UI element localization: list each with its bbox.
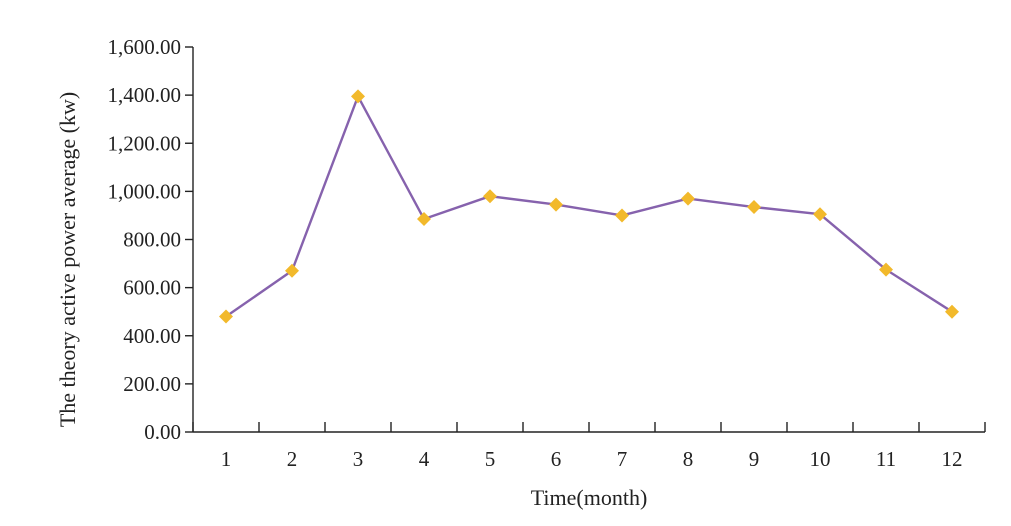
data-point: [681, 191, 695, 206]
y-tick-label: 200.00: [123, 372, 181, 396]
data-point: [747, 200, 761, 215]
x-tick-label: 7: [617, 447, 628, 471]
data-point: [219, 309, 233, 324]
x-axis: 1 2 3 4 5 6 7 8 9 10 11 12: [192, 422, 986, 471]
data-point: [879, 262, 893, 277]
x-tick-label: 9: [749, 447, 760, 471]
y-tick-label: 0.00: [144, 420, 181, 444]
y-tick-label: 1,600.00: [108, 35, 182, 59]
x-tick-label: 6: [551, 447, 562, 471]
y-axis: 0.00 200.00 400.00 600.00 800.00 1,000.00 1,20…: [108, 35, 194, 444]
y-tick-label: 800.00: [123, 228, 181, 252]
x-tick-label: 10: [810, 447, 831, 471]
y-tick-label: 600.00: [123, 276, 181, 300]
x-tick-label: 4: [419, 447, 430, 471]
data-point: [285, 263, 299, 278]
data-point: [351, 89, 365, 104]
x-tick-label: 8: [683, 447, 694, 471]
y-axis-title: The theory active power average (kw): [55, 92, 80, 427]
x-tick-label: 12: [942, 447, 963, 471]
x-tick-label: 3: [353, 447, 364, 471]
x-tick-label: 1: [221, 447, 232, 471]
x-tick-label: 2: [287, 447, 298, 471]
series-group: [219, 89, 959, 324]
data-point: [945, 304, 959, 319]
y-tick-label: 1,400.00: [108, 83, 182, 107]
y-tick-label: 1,200.00: [108, 131, 182, 155]
y-tick-label: 400.00: [123, 324, 181, 348]
x-tick-label: 5: [485, 447, 496, 471]
data-point: [483, 189, 497, 204]
y-tick-label: 1,000.00: [108, 179, 182, 203]
x-tick-label: 11: [876, 447, 896, 471]
x-axis-title: Time(month): [531, 485, 648, 510]
data-point: [615, 208, 629, 223]
data-point: [813, 207, 827, 222]
data-point: [417, 212, 431, 227]
series-line: [225, 95, 953, 318]
data-point: [549, 197, 563, 212]
